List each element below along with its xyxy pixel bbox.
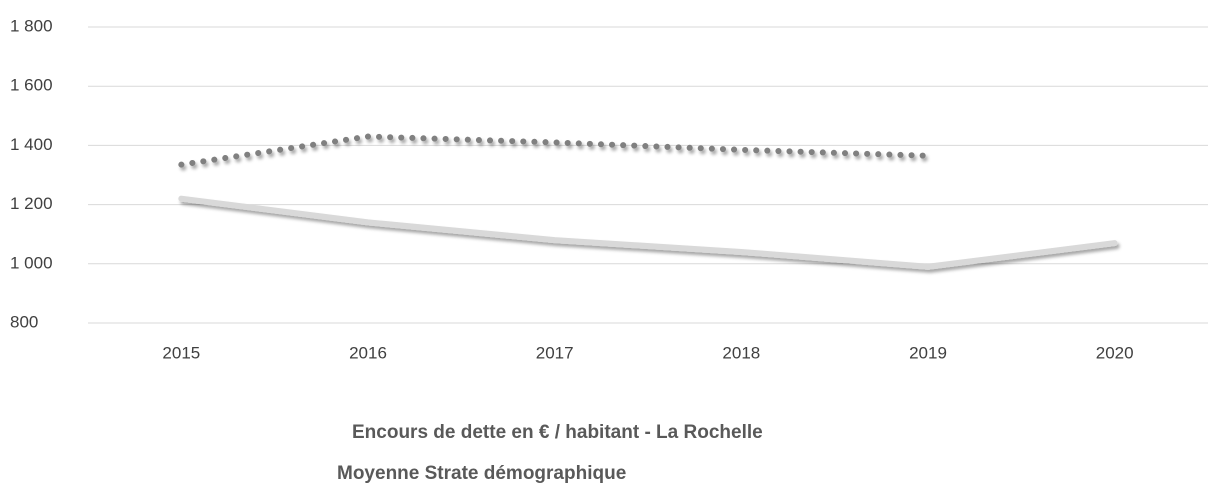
- x-tick-label: 2020: [1096, 343, 1134, 362]
- x-tick-label: 2017: [536, 343, 574, 362]
- series-line: [178, 195, 1118, 270]
- y-tick-label: 1 000: [10, 253, 53, 272]
- x-tick-label: 2019: [909, 343, 947, 362]
- legend-label: Encours de dette en € / habitant - La Ro…: [352, 422, 763, 443]
- x-tick-label: 2016: [349, 343, 387, 362]
- x-tick-label: 2015: [162, 343, 200, 362]
- x-tick-label: 2018: [722, 343, 760, 362]
- legend-label: Moyenne Strate démographique: [337, 463, 626, 484]
- y-tick-label: 1 200: [10, 194, 53, 213]
- series-line: [178, 133, 931, 168]
- y-tick-label: 1 400: [10, 135, 53, 154]
- y-tick-label: 800: [10, 312, 38, 331]
- y-tick-label: 1 600: [10, 76, 53, 95]
- y-tick-label: 1 800: [10, 16, 53, 35]
